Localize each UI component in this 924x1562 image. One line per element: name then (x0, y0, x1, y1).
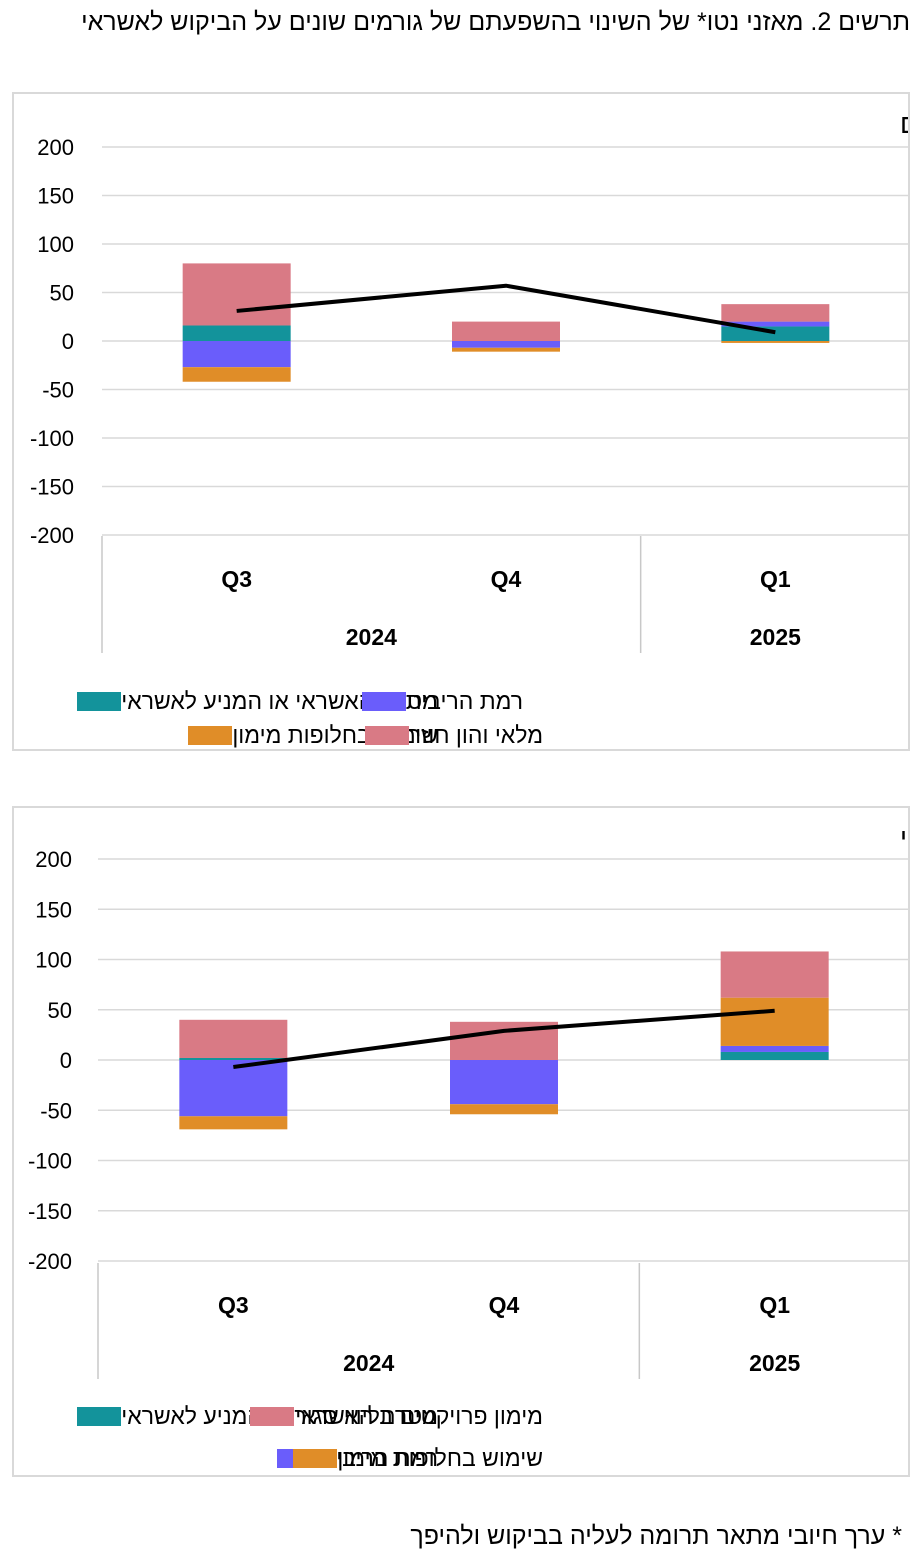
legend-swatch (293, 1448, 338, 1468)
legend-item: מימון פרויקטים בליווי סגור (242, 1403, 543, 1429)
bar-segment (721, 304, 830, 322)
y-tick-label: 150 (37, 184, 74, 209)
y-tick-label: -150 (28, 1199, 72, 1224)
legend-item: רמת הריבית (354, 688, 523, 714)
bar-segment (720, 951, 829, 998)
y-tick-label: -100 (28, 1149, 72, 1174)
legend-swatch (364, 725, 409, 745)
y-tick-label: 50 (48, 998, 72, 1023)
chart-small-businesses: עסקים קטנים וזעירים 200 150 100 50 0 -50 -100 -1… (30, 109, 908, 653)
y-tick-label: 150 (35, 897, 72, 922)
y-tick-label: -50 (40, 1098, 72, 1123)
bar-segment (450, 1060, 558, 1105)
legend-swatch (77, 1406, 122, 1426)
category-label: Q3 (221, 566, 252, 592)
bar-segment (452, 347, 560, 352)
chart-title: עסקים קטנים וזעירים (900, 109, 908, 139)
bar-segment (179, 1019, 288, 1058)
bar-segment (452, 321, 560, 341)
legend-label: רמת הריבית (405, 687, 523, 714)
y-tick-label: -100 (30, 426, 74, 451)
bar-segment (720, 1045, 829, 1052)
year-group-label: 2025 (749, 1350, 800, 1376)
category-label: Q1 (760, 566, 791, 592)
bar-segment (721, 321, 830, 327)
figure-title: תרשים 2. מאזני נטו* של השינוי בהשפעתם של… (81, 8, 910, 36)
footnote: * ערך חיובי מתאר תרומה לעליה בביקוש ולהי… (410, 1522, 902, 1550)
y-tick-label: -200 (28, 1249, 72, 1274)
bar-segment (721, 326, 830, 341)
legend-item: מלאי והון חוזר (357, 722, 543, 748)
y-tick-label: -150 (30, 475, 74, 500)
y-tick-label: 50 (50, 281, 74, 306)
legend-item: שימוש בחלופות מימון (285, 1445, 543, 1471)
bar-segment (720, 997, 829, 1046)
bar-segment (720, 1051, 829, 1060)
y-tick-label: 0 (60, 1048, 72, 1073)
net-balance-line (233, 1008, 775, 1070)
legend-swatch (361, 691, 406, 711)
bar-segment (182, 367, 291, 382)
year-group-label: 2025 (750, 624, 801, 650)
legend-label: מימון פרויקטים בליווי סגור (294, 1402, 543, 1429)
bar-segment (452, 341, 560, 348)
y-tick-label: 200 (37, 135, 74, 160)
y-tick-label: -200 (30, 523, 74, 548)
y-tick-label: 0 (62, 329, 74, 354)
y-tick-label: -50 (42, 378, 74, 403)
category-label: Q4 (489, 1292, 520, 1318)
bar-segment (721, 341, 830, 343)
legend-swatch (188, 725, 233, 745)
bar-segment (179, 1060, 288, 1117)
bar-segment (182, 341, 291, 368)
chart-title: בינוי (900, 823, 908, 853)
legend-label: שימוש בחלופות מימון (337, 1444, 543, 1471)
bar-segment (179, 1116, 288, 1130)
legend-swatch (77, 691, 122, 711)
legend-swatch (250, 1406, 295, 1426)
bar-segment (182, 325, 291, 341)
bar-segment (182, 263, 291, 326)
chart-panel-construction: בינוי 200 150 100 50 0 -50 -100 -150 -200 Q3 Q4 Q1 20… (12, 806, 910, 1477)
bar-segment (179, 1057, 288, 1060)
chart-construction: בינוי 200 150 100 50 0 -50 -100 -150 -200 Q3 Q4 Q1 20… (28, 823, 908, 1379)
chart-panel-small-businesses: עסקים קטנים וזעירים 200 150 100 50 0 -50 -100 -1… (12, 92, 910, 751)
category-label: Q4 (491, 566, 522, 592)
year-group-label: 2024 (343, 1350, 394, 1376)
year-group-label: 2024 (346, 624, 397, 650)
y-tick-label: 200 (35, 847, 72, 872)
legend-label: רמת הריבית (320, 1444, 438, 1471)
bar-segment (450, 1104, 558, 1115)
net-balance-line (236, 283, 776, 335)
category-label: Q1 (759, 1292, 790, 1318)
legend-label: מלאי והון חוזר (408, 721, 543, 748)
y-tick-label: 100 (35, 948, 72, 973)
y-tick-label: 100 (37, 232, 74, 257)
category-label: Q3 (218, 1292, 249, 1318)
